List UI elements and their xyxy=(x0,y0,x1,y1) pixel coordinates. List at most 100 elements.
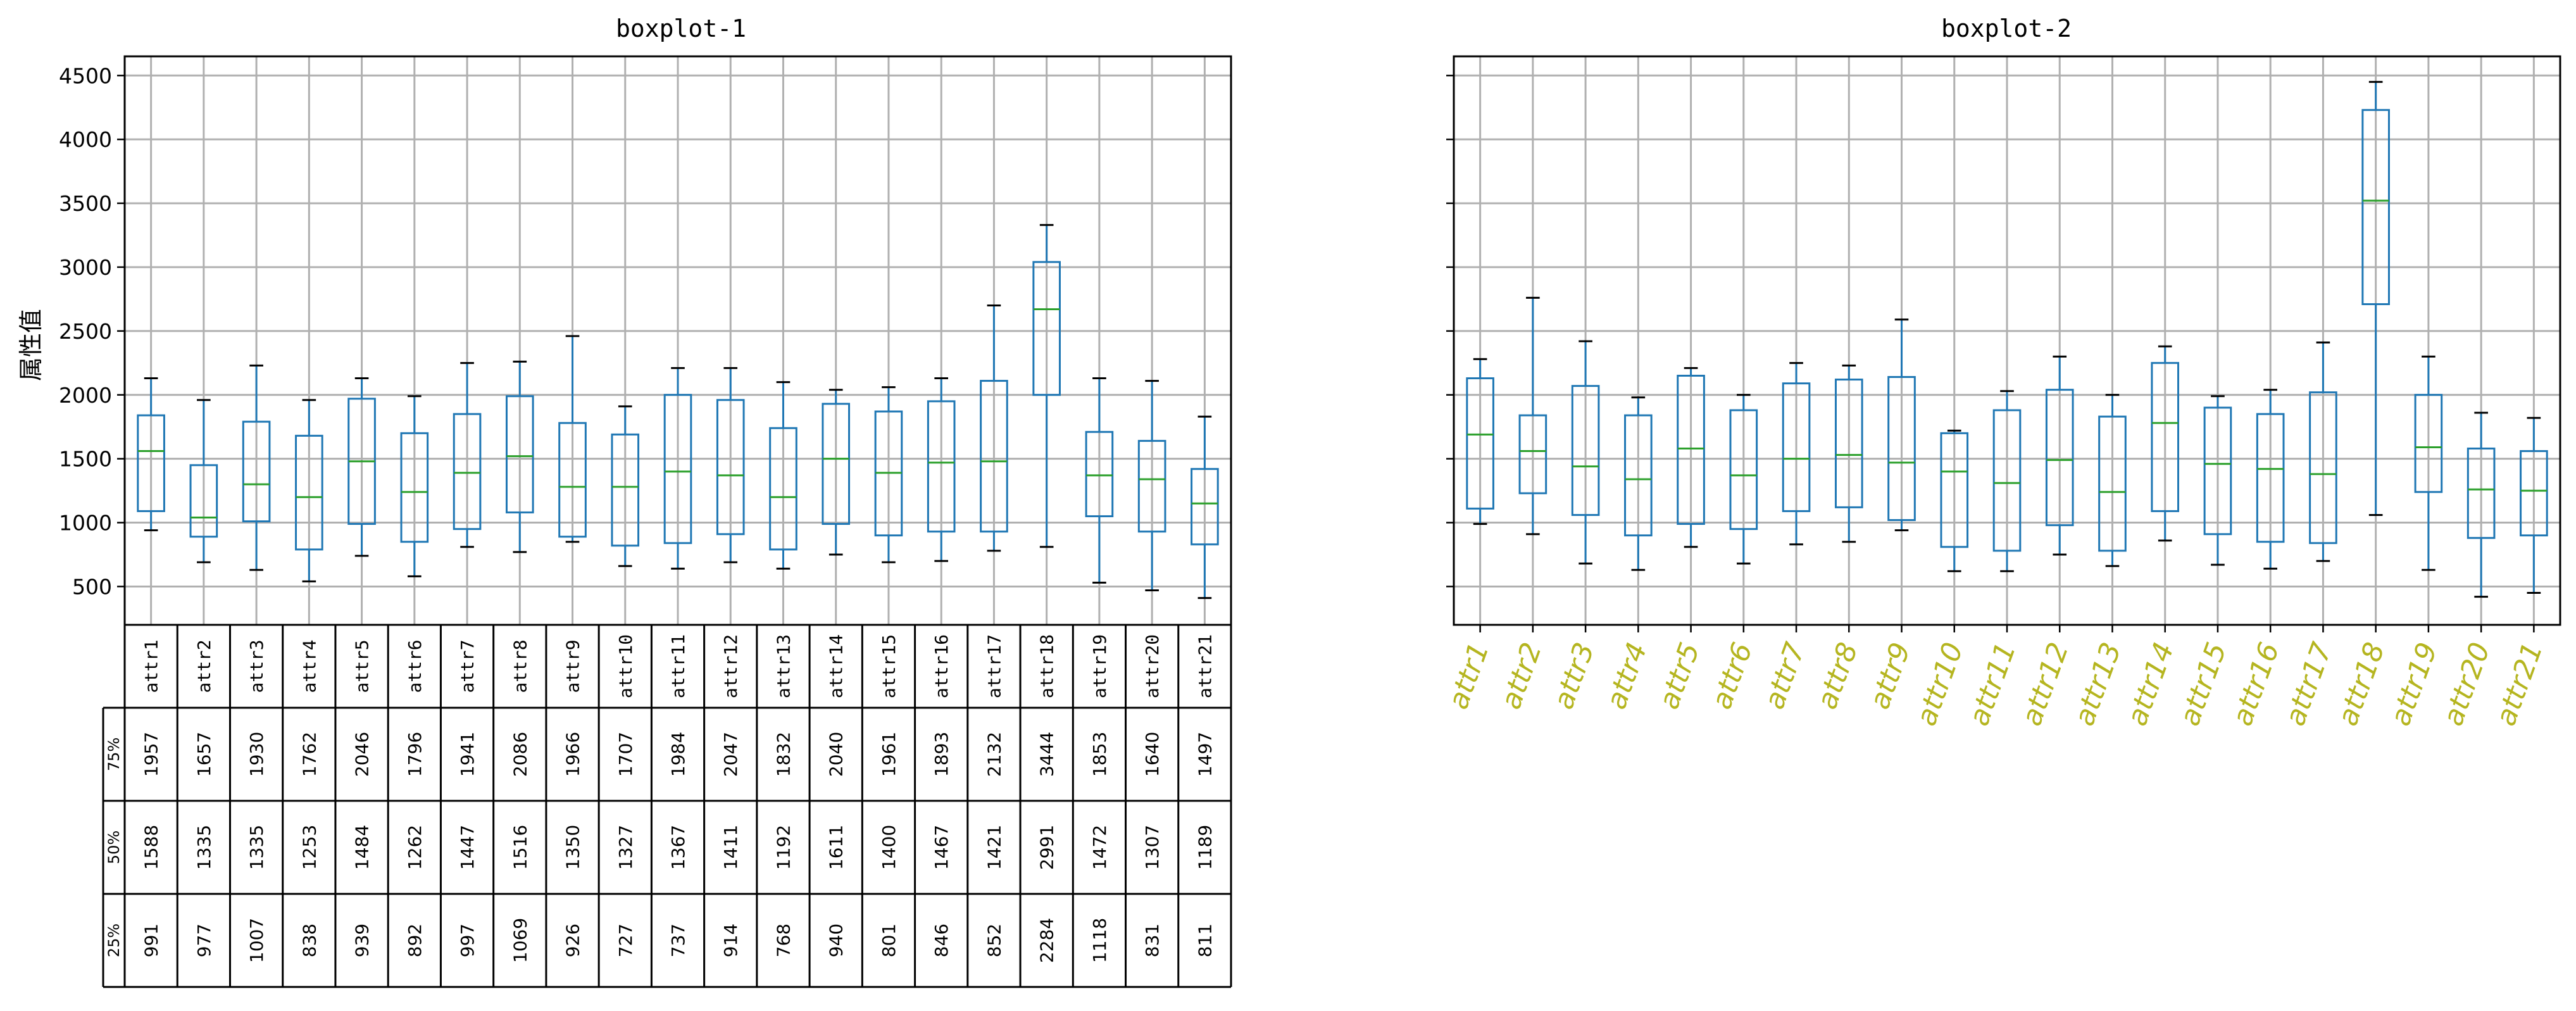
boxplot-1-iqr-box xyxy=(716,399,745,536)
table-cell: 1832 xyxy=(773,732,794,777)
table-cell: 846 xyxy=(931,924,952,957)
table-cell: 1611 xyxy=(826,825,847,870)
table-cell: 831 xyxy=(1142,924,1163,957)
table-cell: 1957 xyxy=(141,732,162,777)
boxplot-2-iqr-box xyxy=(1782,382,1811,512)
boxplot-1-y-axis-label: 属性值 xyxy=(17,309,45,381)
boxplot-1-box-attr19 xyxy=(1085,377,1114,584)
table-cell: 737 xyxy=(668,924,689,957)
boxplot-1-iqr-box xyxy=(611,433,640,547)
boxplot-2-iqr-box xyxy=(1992,409,2022,552)
table-cell: 1192 xyxy=(773,825,794,870)
table-cell: 1984 xyxy=(668,732,689,777)
boxplot-1-iqr-box xyxy=(558,422,587,538)
table-cell: 914 xyxy=(720,924,741,957)
boxplot-1-iqr-box xyxy=(137,414,165,512)
boxplot-2-box-attr14 xyxy=(2151,345,2180,542)
boxplot-2-iqr-box xyxy=(1518,414,1547,494)
table-cell: 1966 xyxy=(563,732,584,777)
boxplot-1-iqr-box xyxy=(927,400,956,533)
boxplot-2-box-attr17 xyxy=(2309,341,2337,562)
boxplot-1-boxes xyxy=(137,223,1219,600)
boxplot-1-y-tick-label: 3500 xyxy=(59,191,112,216)
table-column-header: attr18 xyxy=(1037,634,1058,698)
table-cell: 939 xyxy=(352,924,373,957)
boxplot-1-iqr-box xyxy=(189,464,218,538)
boxplot-1-iqr-box xyxy=(505,395,534,513)
table-cell: 1421 xyxy=(984,825,1004,870)
table-cell: 892 xyxy=(404,924,425,957)
boxplot-1-box-attr1 xyxy=(137,377,165,532)
boxplot-2-box-attr11 xyxy=(1992,390,2022,572)
table-column-header: attr12 xyxy=(720,634,741,698)
boxplot-1-y-ticks: 500 1000 1500 2000 2500 3000 3500 4000 4500 xyxy=(59,63,125,599)
boxplot-1-box-attr11 xyxy=(663,367,692,570)
boxplot-1-iqr-box xyxy=(980,380,1008,533)
table-cell: 2040 xyxy=(826,732,847,777)
table-cell: 2991 xyxy=(1037,825,1058,870)
boxplot-1-box-attr12 xyxy=(716,367,745,563)
boxplot-2-iqr-box xyxy=(2151,361,2180,512)
table-cell: 1335 xyxy=(194,825,215,870)
table-column-header: attr21 xyxy=(1194,634,1215,698)
boxplot-1-box-attr15 xyxy=(874,386,903,563)
table-cell: 1007 xyxy=(246,918,267,963)
table-cell: 977 xyxy=(194,924,215,957)
table-cell: 1411 xyxy=(720,825,741,870)
boxplot-2-iqr-box xyxy=(2414,394,2443,493)
table-cell: 1400 xyxy=(878,825,899,870)
table-cell: 1941 xyxy=(457,732,478,777)
boxplot-1-y-tick-label: 4000 xyxy=(59,127,112,152)
table-cell: 2047 xyxy=(720,732,741,777)
boxplot-1-iqr-box xyxy=(453,413,482,531)
boxplot-2-box-attr16 xyxy=(2256,389,2285,570)
boxplot-1-box-attr20 xyxy=(1137,380,1166,592)
boxplot-1-box-attr4 xyxy=(295,399,323,582)
boxplot-1-box-attr18 xyxy=(1032,223,1061,548)
table-cell: 1930 xyxy=(246,732,267,777)
boxplot-2-box-attr10 xyxy=(1940,429,1969,572)
boxplot-2-box-attr2 xyxy=(1518,296,1547,536)
boxplot-1-box-attr8 xyxy=(505,360,534,553)
table-cell: 1796 xyxy=(404,732,425,777)
boxplot-2-box-attr13 xyxy=(2098,394,2127,567)
table-column-header: attr19 xyxy=(1089,634,1110,698)
table-cell: 1350 xyxy=(563,825,584,870)
boxplot-2-iqr-box xyxy=(1624,414,1653,537)
boxplot-1-box-attr2 xyxy=(189,399,218,563)
boxplot-2-iqr-box xyxy=(1729,409,1758,531)
table-cell: 1253 xyxy=(299,825,320,870)
table-cell: 852 xyxy=(984,924,1004,957)
table-cell: 1961 xyxy=(878,732,899,777)
boxplot-2-iqr-box xyxy=(1466,377,1494,510)
boxplot-2-y-ticks xyxy=(1446,75,1454,587)
boxplot-2-iqr-box xyxy=(2203,406,2232,536)
table-column-header: attr8 xyxy=(510,639,530,693)
table-column-header: attr5 xyxy=(352,639,373,693)
table-cell: 1853 xyxy=(1089,732,1110,777)
table-row-label: 75% xyxy=(105,738,123,771)
boxplot-1-iqr-box xyxy=(822,403,851,525)
boxplot-1-iqr-box xyxy=(400,432,429,543)
table-cell: 727 xyxy=(615,924,636,957)
boxplot-1-box-attr9 xyxy=(558,335,587,543)
table-cell: 991 xyxy=(141,924,162,957)
boxplot-1-iqr-box xyxy=(1032,261,1061,396)
table-cell: 1367 xyxy=(668,825,689,870)
boxplot-1-iqr-box xyxy=(769,427,797,551)
table-cell: 1069 xyxy=(510,918,530,963)
boxplot-1-y-tick-label: 1500 xyxy=(59,447,112,472)
boxplot-1-box-attr21 xyxy=(1191,415,1219,600)
boxplot-1-iqr-box xyxy=(295,434,323,551)
table-column-header: attr16 xyxy=(931,634,952,698)
boxplot-2-iqr-box xyxy=(1940,432,1969,548)
boxplot-1-box-attr17 xyxy=(980,305,1008,552)
boxplot-2-iqr-box xyxy=(1677,374,1705,525)
table-cell: 1447 xyxy=(457,825,478,870)
table-cell: 1262 xyxy=(404,825,425,870)
table-cell: 2132 xyxy=(984,732,1004,777)
boxplot-1-box-attr14 xyxy=(822,389,851,556)
boxplot-2-iqr-box xyxy=(2467,448,2496,539)
boxplot-2-box-attr21 xyxy=(2520,417,2548,594)
boxplot-2-iqr-box xyxy=(2520,450,2548,537)
